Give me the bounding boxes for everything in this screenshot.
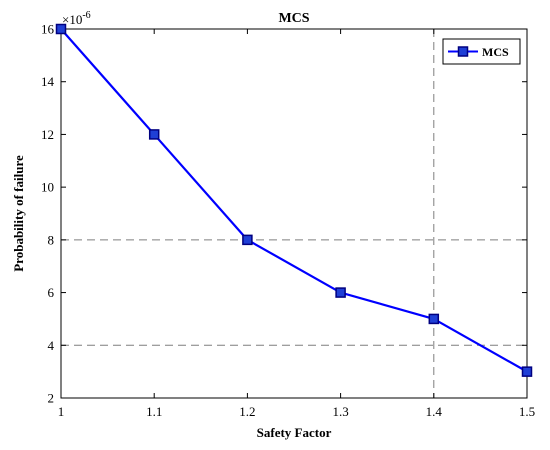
x-axis-ticks: 1 1.1 1.2 1.3 1.4 1.5 bbox=[58, 29, 535, 419]
data-point bbox=[242, 234, 253, 246]
y-axis-ticks: 2 4 6 8 10 12 14 16 bbox=[41, 22, 527, 406]
y-tick-label: 4 bbox=[48, 338, 55, 353]
data-point bbox=[55, 23, 67, 35]
x-tick-label: 1.3 bbox=[332, 404, 348, 419]
data-point bbox=[428, 313, 440, 325]
y-tick-label: 8 bbox=[48, 232, 55, 247]
y-tick-label: 10 bbox=[41, 180, 54, 195]
y-axis-label: Probability of failure bbox=[11, 155, 26, 272]
y-axis-exponent: ×10-6 bbox=[62, 10, 91, 27]
y-tick-label: 2 bbox=[48, 391, 55, 406]
exponent-power: -6 bbox=[82, 10, 90, 21]
y-tick-label: 16 bbox=[41, 22, 55, 37]
x-tick-label: 1.5 bbox=[519, 404, 535, 419]
data-point bbox=[521, 366, 533, 377]
x-tick-label: 1.4 bbox=[426, 404, 443, 419]
x-axis-label: Safety Factor bbox=[257, 425, 332, 440]
data-point bbox=[148, 129, 160, 140]
legend-entry-mcs: MCS bbox=[482, 45, 509, 59]
plot-area-frame bbox=[60, 28, 528, 399]
chart-title: MCS bbox=[278, 11, 309, 26]
data-point bbox=[335, 287, 346, 298]
x-tick-label: 1.2 bbox=[239, 404, 255, 419]
reference-lines bbox=[61, 29, 527, 398]
y-tick-label: 12 bbox=[41, 127, 54, 142]
x-tick-label: 1.1 bbox=[146, 404, 162, 419]
legend-marker bbox=[457, 46, 469, 57]
x-tick-label: 1 bbox=[58, 404, 65, 419]
y-tick-label: 6 bbox=[48, 285, 55, 300]
series-line-mcs bbox=[60, 28, 528, 373]
y-tick-label: 14 bbox=[41, 74, 55, 89]
series-layer bbox=[55, 23, 533, 377]
exponent-base: ×10 bbox=[62, 12, 82, 27]
legend: MCS bbox=[442, 38, 521, 65]
